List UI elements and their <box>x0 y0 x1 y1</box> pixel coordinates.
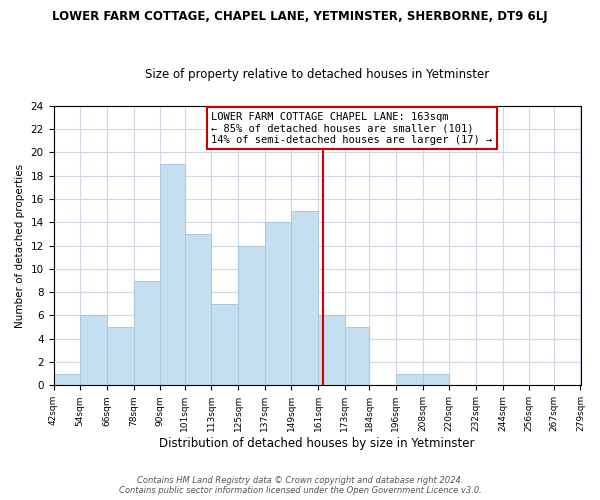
Bar <box>265 222 292 386</box>
Bar <box>185 234 211 386</box>
Bar <box>80 316 107 386</box>
Bar <box>134 280 160 386</box>
Bar <box>318 316 345 386</box>
Bar <box>292 210 318 386</box>
Bar <box>238 246 265 386</box>
Bar <box>422 374 449 386</box>
Bar <box>211 304 238 386</box>
Text: LOWER FARM COTTAGE CHAPEL LANE: 163sqm
← 85% of detached houses are smaller (101: LOWER FARM COTTAGE CHAPEL LANE: 163sqm ←… <box>211 112 493 145</box>
X-axis label: Distribution of detached houses by size in Yetminster: Distribution of detached houses by size … <box>159 437 475 450</box>
Bar <box>160 164 185 386</box>
Text: LOWER FARM COTTAGE, CHAPEL LANE, YETMINSTER, SHERBORNE, DT9 6LJ: LOWER FARM COTTAGE, CHAPEL LANE, YETMINS… <box>52 10 548 23</box>
Text: Contains HM Land Registry data © Crown copyright and database right 2024.
Contai: Contains HM Land Registry data © Crown c… <box>119 476 481 495</box>
Bar <box>396 374 422 386</box>
Title: Size of property relative to detached houses in Yetminster: Size of property relative to detached ho… <box>145 68 489 81</box>
Bar <box>107 327 134 386</box>
Bar <box>53 374 80 386</box>
Y-axis label: Number of detached properties: Number of detached properties <box>15 164 25 328</box>
Bar <box>345 327 369 386</box>
